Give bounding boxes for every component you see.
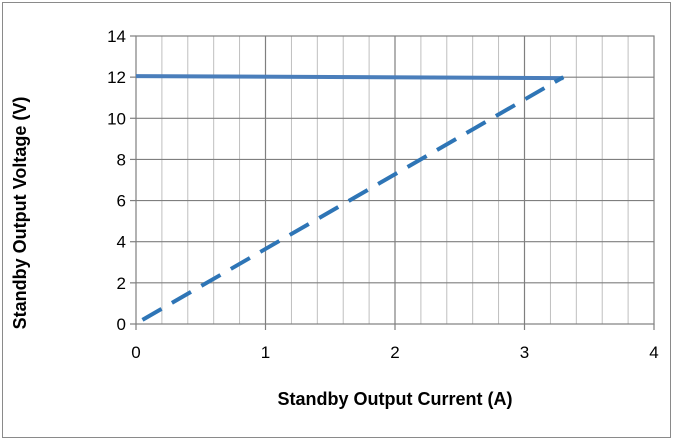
x-tick-label: 1 <box>261 343 270 362</box>
x-axis-ticks: 0 1 2 3 4 <box>131 324 659 362</box>
y-tick-label: 8 <box>117 150 126 169</box>
x-tick-label: 4 <box>649 343 658 362</box>
series-layer <box>135 74 565 322</box>
y-tick-label: 10 <box>107 109 126 128</box>
y-tick-label: 14 <box>107 27 126 46</box>
y-axis-title: Standby Output Voltage (V) <box>10 97 30 330</box>
y-tick-label: 12 <box>107 68 126 87</box>
y-tick-label: 6 <box>117 192 126 211</box>
x-tick-label: 2 <box>390 343 399 362</box>
y-axis-ticks: 0 2 4 6 8 10 12 14 <box>107 27 136 334</box>
dashed-series-line <box>141 75 565 322</box>
x-tick-label: 3 <box>520 343 529 362</box>
chart-frame <box>2 2 671 438</box>
y-tick-label: 2 <box>117 274 126 293</box>
y-tick-label: 0 <box>117 315 126 334</box>
x-axis-title: Standby Output Current (A) <box>278 389 513 409</box>
y-tick-label: 4 <box>117 233 126 252</box>
solid-series-line <box>135 74 564 81</box>
x-tick-label: 0 <box>131 343 140 362</box>
